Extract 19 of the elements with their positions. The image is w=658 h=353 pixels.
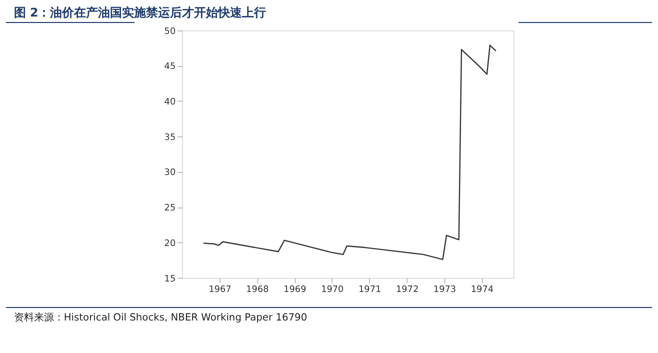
y-tick-label: 30 — [164, 168, 176, 178]
y-tick-label: 25 — [164, 204, 176, 214]
x-tick-label: 1973 — [433, 285, 456, 296]
x-tick-label: 1971 — [358, 285, 382, 296]
line-series — [202, 44, 497, 260]
x-tick-label: 1969 — [284, 285, 307, 296]
x-tick-label: 1970 — [321, 285, 344, 296]
x-tick-label: 1974 — [470, 285, 494, 296]
x-tick-label: 1968 — [246, 285, 270, 296]
x-tick-label: 1972 — [396, 285, 419, 296]
y-tick-label: 40 — [164, 98, 176, 108]
text: 资料来源：Historical Oil Shocks, NBER Working Paper 16790 — [14, 311, 308, 324]
y-tick-label: 15 — [164, 274, 176, 284]
chart-title: 图 2：油价在产油国实施禁运后才开始快速上行 — [14, 6, 266, 20]
y-tick-label: 50 — [164, 26, 176, 37]
y-tick-label: 45 — [164, 62, 176, 72]
x-tick-label: 1967 — [208, 285, 232, 296]
y-tick-label: 35 — [164, 132, 176, 143]
y-tick-label: 20 — [164, 238, 176, 249]
